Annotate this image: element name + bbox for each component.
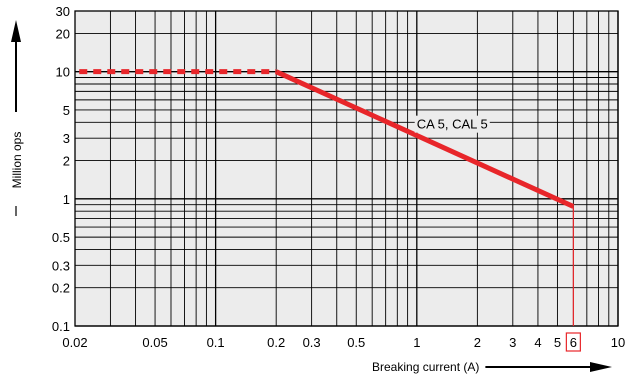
x-tick-label: 0.3	[303, 335, 321, 350]
x-axis-label: Breaking current (A)	[372, 360, 479, 374]
x-tick-label: 0.02	[62, 335, 87, 350]
marker-group	[565, 206, 581, 352]
grid-major	[74, 10, 619, 327]
x-axis-title-group: Breaking current (A)	[372, 360, 612, 374]
x-tick-label: 3	[509, 335, 516, 350]
grid-minor	[74, 10, 618, 326]
x-tick-label: 5	[554, 335, 561, 350]
y-tick-label: 0.1	[52, 319, 70, 334]
x-tick-label: 4	[534, 335, 541, 350]
x-tick-label: 2	[474, 335, 481, 350]
y-tick-label: 0.2	[52, 281, 70, 296]
y-tick-label: 10	[56, 65, 70, 80]
x-tick-label: 0.05	[142, 335, 167, 350]
y-tick-labels: 0.1 0.2 0.3 0.5 1 2 3 5 10 20 30	[52, 4, 70, 334]
x-tick-label: 6	[570, 335, 577, 350]
annotation-backing	[414, 115, 490, 133]
x-tick-label: 10	[611, 335, 625, 350]
y-tick-label: 1	[63, 192, 70, 207]
y-tick-label: 3	[63, 131, 70, 146]
x-tick-label: 0.5	[347, 335, 365, 350]
y-tick-label: 2	[63, 154, 70, 169]
plot-area	[75, 11, 618, 326]
x-tick-label: 0.2	[267, 335, 285, 350]
y-tick-label: 5	[63, 103, 70, 118]
x-tick-label: 1	[413, 335, 420, 350]
series-group	[79, 69, 575, 209]
plot-border	[74, 10, 619, 327]
y-tick-label: 20	[56, 26, 70, 41]
y-axis-label: Million ops	[10, 132, 24, 189]
series-annotation-label: CA 5, CAL 5	[417, 117, 488, 132]
y-axis-title-group: Million ops	[10, 20, 24, 216]
marker-box	[565, 332, 581, 352]
y-tick-label: 30	[56, 4, 70, 19]
series-line-solid	[275, 69, 575, 209]
y-axis-arrow-icon	[11, 20, 21, 42]
y-tick-label: 0.5	[52, 230, 70, 245]
y-tick-label: 0.3	[52, 258, 70, 273]
x-axis-arrow-icon	[590, 362, 612, 372]
x-tick-labels: 0.02 0.05 0.1 0.2 0.3 0.5 1 2 3 4 5 6 10	[62, 335, 625, 350]
x-tick-label: 0.1	[207, 335, 225, 350]
